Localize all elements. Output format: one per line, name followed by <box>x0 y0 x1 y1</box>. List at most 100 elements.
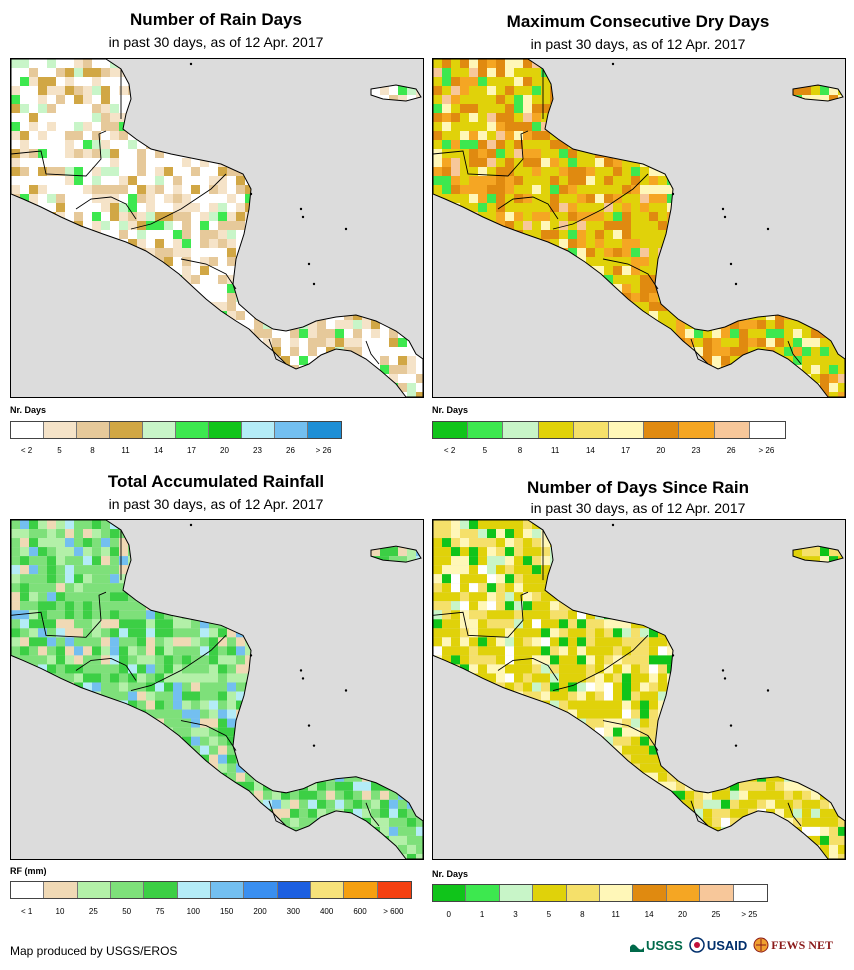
legend-swatch <box>433 885 467 901</box>
country-border <box>180 720 237 751</box>
legend-swatch <box>633 885 667 901</box>
legend-tick-label: < 2 <box>20 446 33 455</box>
island-marker <box>766 227 770 231</box>
country-border <box>690 338 709 365</box>
legend-tick-label: 11 <box>551 446 560 455</box>
country-border <box>433 591 529 638</box>
legend-swatch <box>679 422 715 438</box>
panel-subtitle: in past 30 days, as of 12 Apr. 2017 <box>108 496 324 512</box>
island-marker <box>189 62 193 66</box>
panel-subtitle: in past 30 days, as of 12 Apr. 2017 <box>108 34 324 50</box>
legend-swatch <box>608 422 645 438</box>
legend-swatch <box>143 422 176 438</box>
legend-swatch <box>77 882 111 898</box>
panel-subtitle: in past 30 days, as of 12 Apr. 2017 <box>530 500 746 516</box>
legend-swatch <box>210 882 245 898</box>
country-border <box>552 173 649 230</box>
legend-tick-label: < 1 <box>20 907 33 916</box>
legend-swatch <box>308 422 341 438</box>
legend-tick-label: > 600 <box>383 907 404 916</box>
island-marker <box>721 669 725 672</box>
legend-tick-label: 50 <box>122 907 132 916</box>
legend-tick-label: 20 <box>678 910 687 919</box>
coastline <box>433 520 845 859</box>
map-credit: Map produced by USGS/EROS <box>10 944 178 958</box>
data-grid <box>11 59 423 397</box>
legend-title: RF (mm) <box>10 866 47 876</box>
legend-swatch <box>749 422 785 438</box>
panel-subtitle: in past 30 days, as of 12 Apr. 2017 <box>530 36 746 52</box>
legend-swatch <box>77 422 110 438</box>
island-marker <box>723 215 727 219</box>
panel-title: Number of Days Since Rain <box>526 478 749 497</box>
legend-tick-label: 8 <box>517 446 523 455</box>
country-border <box>602 258 659 290</box>
legend-tick-label: 75 <box>155 907 165 916</box>
country-border <box>268 338 287 365</box>
panel-title: Number of Rain Days <box>130 10 302 29</box>
coastline <box>11 59 423 397</box>
legend-tick-label: 600 <box>353 907 367 916</box>
legend-tick-label: 25 <box>711 910 721 919</box>
legend-tick-label: < 2 <box>443 446 456 455</box>
legend-swatch <box>714 422 750 438</box>
country-border <box>497 657 559 681</box>
island-marker <box>611 62 615 66</box>
country-border <box>11 591 107 638</box>
coastline <box>792 545 844 563</box>
country-border <box>75 657 137 681</box>
dry-days-map <box>432 58 846 398</box>
country-border <box>75 196 137 220</box>
country-border <box>11 130 107 177</box>
legend-swatch <box>11 882 45 898</box>
legend-tick-label: > 25 <box>741 910 758 919</box>
legend-tick-label: 200 <box>253 907 267 916</box>
legend-swatch <box>533 885 567 901</box>
country-border <box>130 635 227 691</box>
legend-tick-label: 11 <box>611 910 620 919</box>
logo-bar: USGS USAID FEWS NET <box>630 930 845 960</box>
legend-tick-label: 26 <box>286 446 295 455</box>
legend-swatch <box>733 885 767 901</box>
island-marker <box>301 215 305 219</box>
legend-swatch <box>277 882 311 898</box>
island-marker <box>312 744 316 747</box>
legend-swatch <box>700 885 734 901</box>
legend-swatch <box>244 882 278 898</box>
legend-tick-label: 5 <box>57 446 62 455</box>
legend-swatch <box>538 422 574 438</box>
total-rainfall-legend <box>10 881 412 899</box>
legend-tick-label: 0 <box>446 910 451 919</box>
island-marker <box>312 282 316 286</box>
map-canvas <box>433 520 845 859</box>
island-marker <box>344 227 348 231</box>
total-rainfall-map <box>10 519 424 860</box>
legend-swatch <box>377 882 411 898</box>
country-border <box>497 196 559 220</box>
legend-tick-label: 14 <box>585 446 595 455</box>
legend-title: Nr. Days <box>432 405 469 415</box>
legend-tick-label: 5 <box>482 446 488 455</box>
island-marker <box>249 654 253 657</box>
panel-title: Maximum Consecutive Dry Days <box>506 12 770 31</box>
legend-swatch <box>110 422 143 438</box>
map-canvas <box>433 59 845 397</box>
legend-tick-label: 10 <box>55 907 65 916</box>
legend-swatch <box>242 422 275 438</box>
legend-swatch <box>666 885 701 901</box>
data-grid <box>433 59 845 397</box>
island-marker <box>729 262 733 266</box>
legend-swatch <box>468 422 504 438</box>
usaid-logo: USAID <box>689 937 747 953</box>
legend-swatch <box>11 422 44 438</box>
legend-swatch <box>177 882 211 898</box>
legend-tick-label: 14 <box>644 910 654 919</box>
island-marker <box>766 689 770 692</box>
legend-swatch <box>466 885 500 901</box>
country-border <box>268 800 287 827</box>
legend-swatch <box>599 885 634 901</box>
legend-swatch <box>44 882 78 898</box>
country-border <box>552 635 649 691</box>
island-marker <box>249 192 253 196</box>
legend-tick-label: 17 <box>621 446 631 455</box>
